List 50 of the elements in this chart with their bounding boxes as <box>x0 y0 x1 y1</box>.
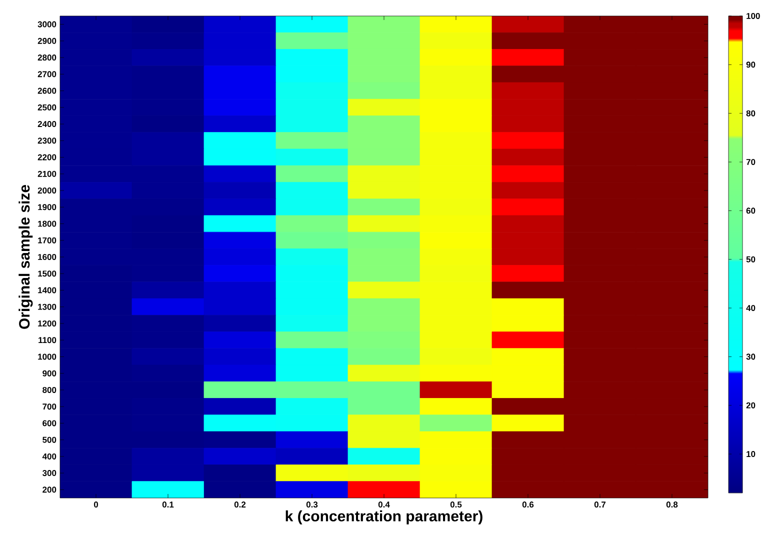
y-tick-label: 2400 <box>38 121 56 128</box>
y-tick-label: 1300 <box>38 304 56 310</box>
y-tick-label: 1100 <box>38 337 56 344</box>
x-axis-title: k (concentration parameter) <box>286 510 482 524</box>
y-axis-title: Original sample size <box>18 184 33 329</box>
x-tick-label: 0.2 <box>234 502 246 508</box>
y-tick-label: 2900 <box>38 38 56 44</box>
y-tick-label: 1600 <box>38 254 56 260</box>
color-bar-label: 10 <box>746 451 756 458</box>
y-tick-label: 1400 <box>38 287 56 294</box>
x-tick-label: 0.1 <box>162 502 174 508</box>
y-tick-label: 800 <box>42 386 56 393</box>
y-tick-label: 600 <box>42 420 56 426</box>
y-tick-label: 400 <box>42 453 56 460</box>
y-tick-label: 1200 <box>38 320 56 326</box>
y-tick-label: 2200 <box>38 154 56 160</box>
y-tick-label: 200 <box>42 486 56 493</box>
color-bar-label: 90 <box>746 62 756 68</box>
x-tick-label: 0.5 <box>450 502 462 508</box>
y-tick-label: 1500 <box>38 270 56 277</box>
color-bar-label: 50 <box>746 256 756 262</box>
y-tick-label: 2000 <box>38 188 56 194</box>
color-bar-label: 60 <box>746 208 756 214</box>
y-tick-label: 700 <box>42 404 56 410</box>
x-tick-label: 0 <box>94 502 98 508</box>
y-tick-label: 900 <box>42 370 56 376</box>
color-bar-label: 100 <box>746 12 760 19</box>
x-tick-label: 0.7 <box>594 502 606 508</box>
y-tick-label: 2700 <box>38 71 56 78</box>
y-tick-label: 500 <box>42 436 56 443</box>
y-tick-label: 2800 <box>38 54 56 61</box>
y-tick-label: 2500 <box>38 104 56 110</box>
x-tick-label: 0.8 <box>666 502 678 508</box>
y-tick-label: 2300 <box>38 138 56 144</box>
x-tick-label: 0.4 <box>378 502 390 508</box>
color-bar-label: 80 <box>746 110 756 116</box>
color-bar-label: 30 <box>746 354 756 360</box>
y-tick-label: 1700 <box>38 237 56 244</box>
y-tick-label: 3000 <box>38 21 56 28</box>
x-tick-label: 0.6 <box>522 502 534 508</box>
y-tick-label: 300 <box>42 470 56 476</box>
color-bar-label: 70 <box>746 159 756 166</box>
y-tick-label: 1000 <box>38 354 56 360</box>
color-bar-label: 40 <box>746 305 756 312</box>
color-bar-label: 20 <box>746 402 756 408</box>
y-tick-label: 2100 <box>38 170 56 177</box>
y-tick-label: 1900 <box>38 204 56 210</box>
y-tick-label: 1800 <box>38 220 56 227</box>
y-tick-label: 2600 <box>38 88 56 94</box>
x-tick-label: 0.3 <box>306 502 318 508</box>
